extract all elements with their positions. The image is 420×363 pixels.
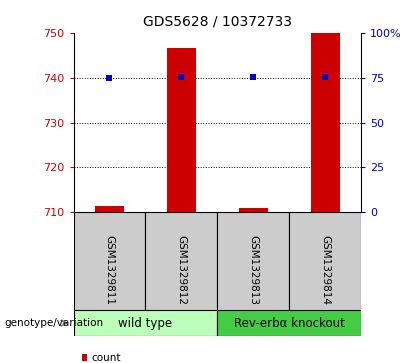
Text: count: count — [92, 352, 121, 363]
Bar — [311, 33, 340, 212]
Bar — [74, 310, 218, 336]
Bar — [145, 212, 218, 310]
Title: GDS5628 / 10372733: GDS5628 / 10372733 — [143, 15, 292, 29]
Text: GSM1329814: GSM1329814 — [320, 236, 330, 306]
Text: GSM1329812: GSM1329812 — [176, 236, 186, 306]
Point — [106, 75, 113, 81]
Text: genotype/variation: genotype/variation — [4, 318, 103, 328]
Bar — [167, 48, 196, 212]
Point — [322, 74, 328, 79]
Point — [178, 74, 185, 79]
Text: wild type: wild type — [118, 317, 173, 330]
Bar — [218, 212, 289, 310]
Text: GSM1329811: GSM1329811 — [105, 236, 115, 306]
Bar — [74, 212, 145, 310]
Bar — [289, 212, 361, 310]
Point — [250, 74, 257, 79]
Text: GSM1329813: GSM1329813 — [248, 236, 258, 306]
Bar — [239, 208, 268, 212]
Bar — [95, 205, 124, 212]
Text: Rev-erbα knockout: Rev-erbα knockout — [234, 317, 345, 330]
Bar — [218, 310, 361, 336]
